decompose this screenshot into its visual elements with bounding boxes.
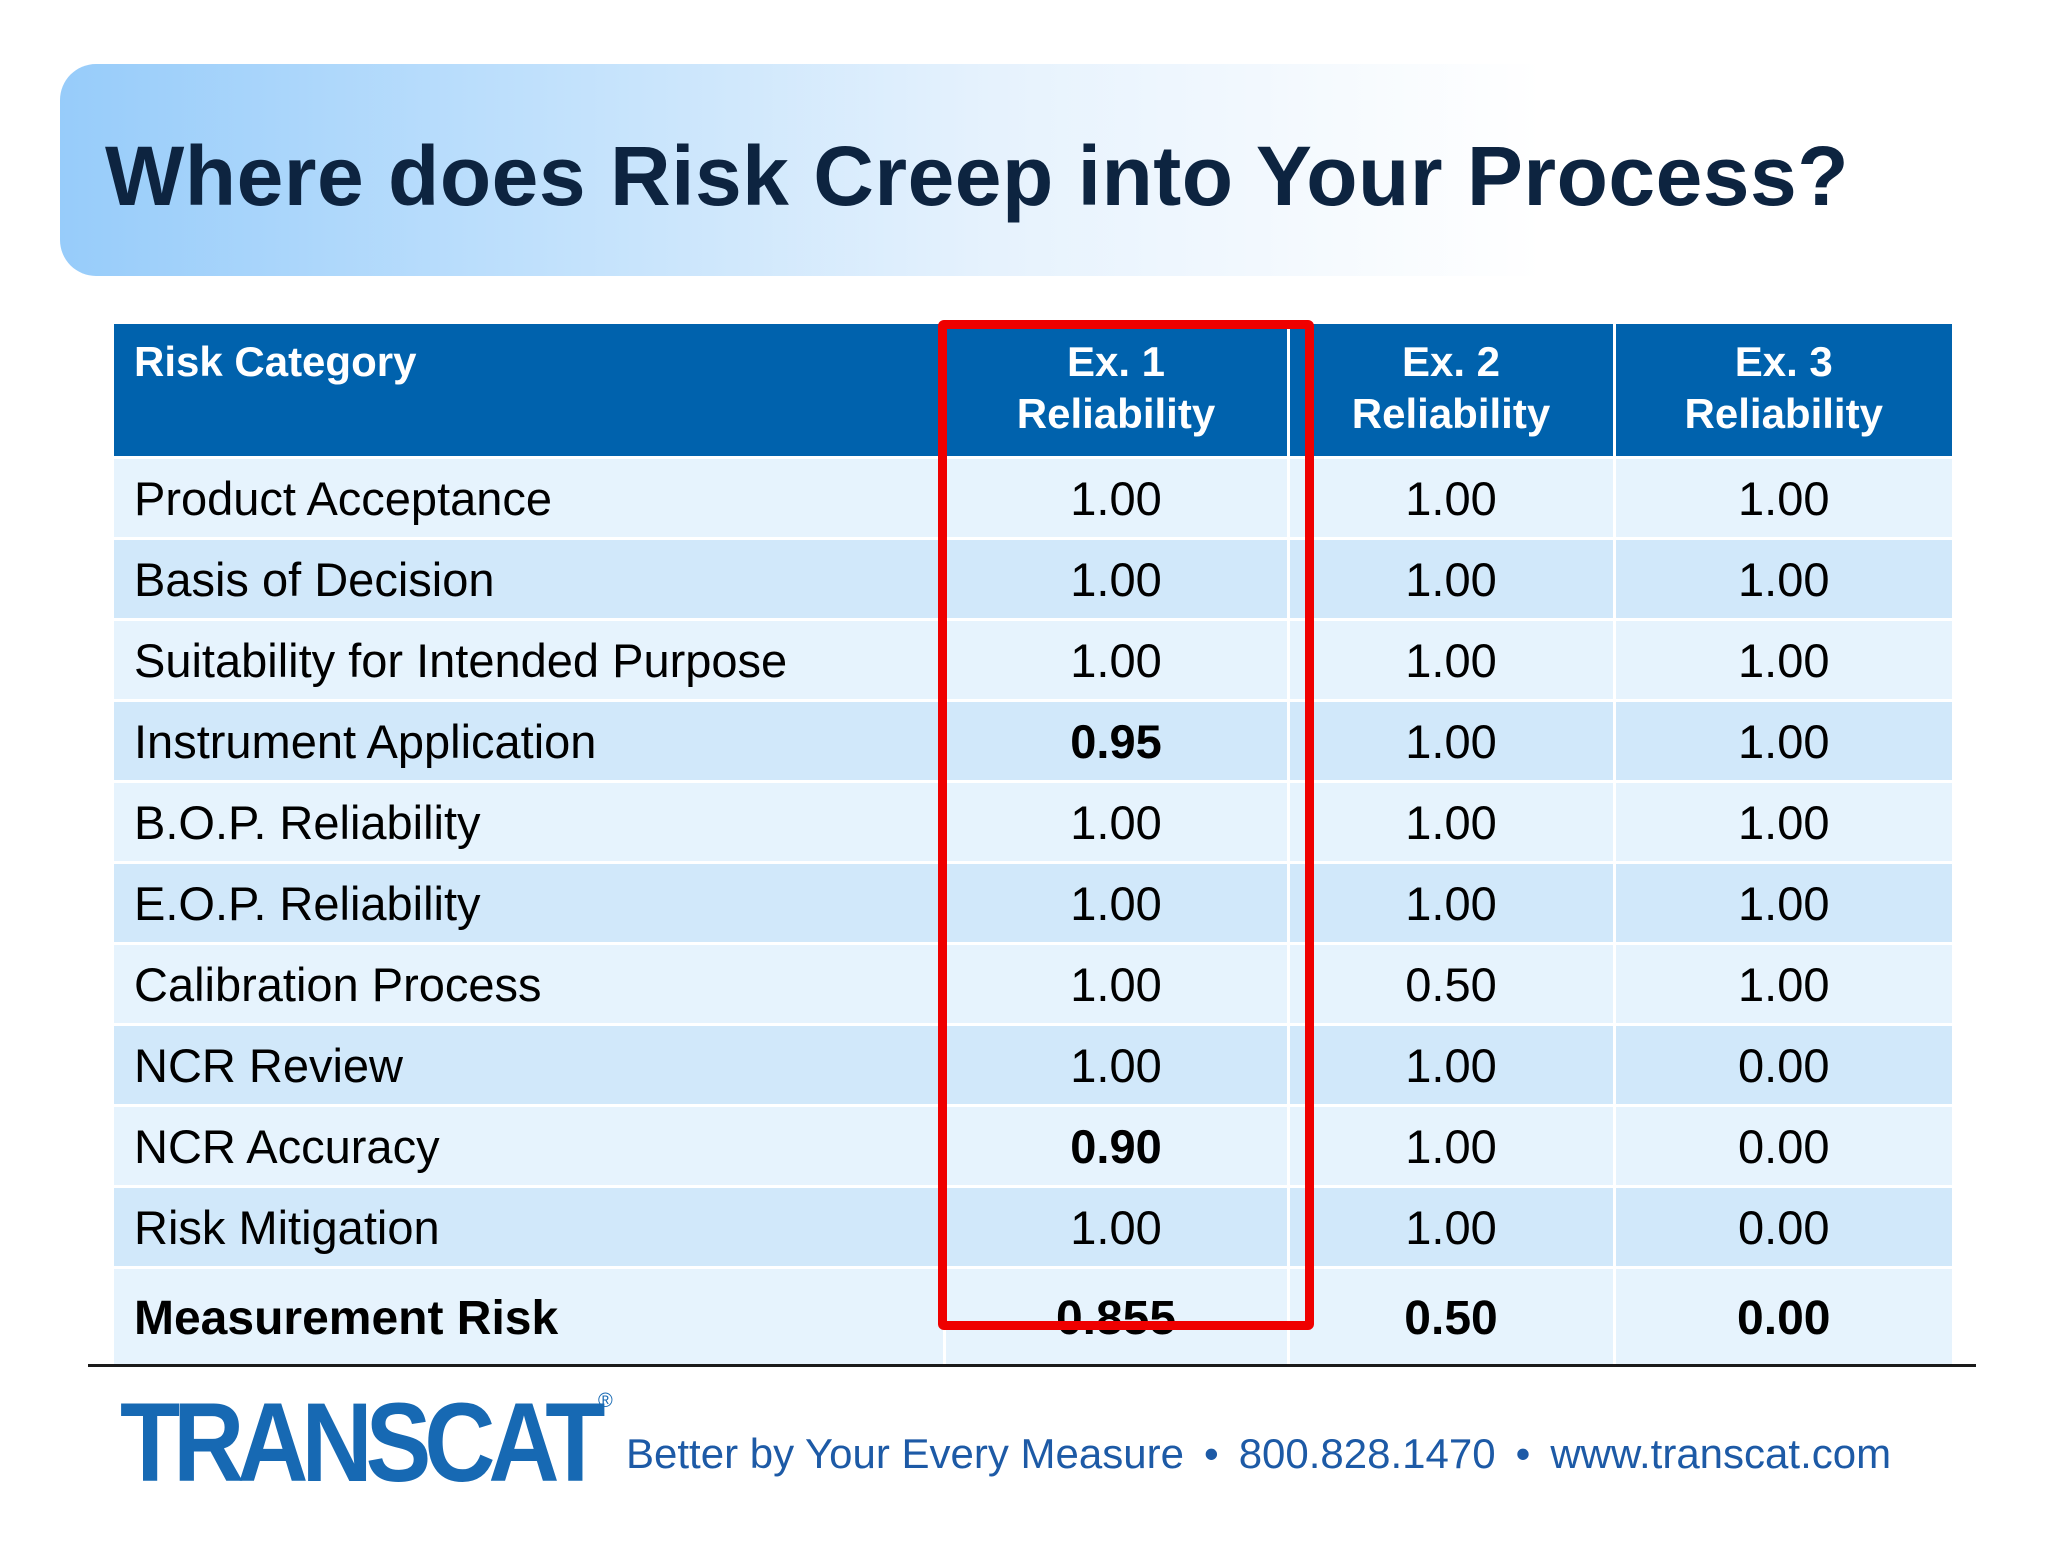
row-category: NCR Review: [114, 1023, 946, 1106]
row-category: NCR Accuracy: [114, 1104, 946, 1187]
ex2-value: 1.00: [1288, 1185, 1616, 1268]
risk-table: Risk Category Ex. 1 Reliability Ex. 2 Reli…: [114, 324, 1952, 1367]
row-category: Basis of Decision: [114, 537, 946, 620]
table-row: NCR Accuracy 0.90 1.00 0.00: [114, 1104, 1952, 1187]
header-risk-category: Risk Category: [114, 324, 946, 458]
ex1-value: 1.00: [944, 537, 1290, 620]
ex1-value: 0.90: [944, 1104, 1290, 1187]
header-ex1: Ex. 1 Reliability: [944, 324, 1290, 458]
header-ex2: Ex. 2 Reliability: [1288, 324, 1616, 458]
total-ex2-value: 0.50: [1288, 1266, 1616, 1367]
table-row: Suitability for Intended Purpose 1.00 1.…: [114, 618, 1952, 701]
ex1-value: 1.00: [944, 780, 1290, 863]
ex2-value: 1.00: [1288, 537, 1616, 620]
row-category: B.O.P. Reliability: [114, 780, 946, 863]
total-label: Measurement Risk: [114, 1266, 946, 1367]
ex3-value: 1.00: [1614, 699, 1952, 782]
table-row: Instrument Application 0.95 1.00 1.00: [114, 699, 1952, 782]
footer-divider: [88, 1364, 1976, 1367]
website-link[interactable]: www.transcat.com: [1550, 1430, 1892, 1477]
ex3-value: 1.00: [1614, 537, 1952, 620]
ex2-value: 0.50: [1288, 942, 1616, 1025]
total-row: Measurement Risk 0.855 0.50 0.00: [114, 1266, 1952, 1367]
header-ex3: Ex. 3 Reliability: [1614, 324, 1952, 458]
table-row: Basis of Decision 1.00 1.00 1.00: [114, 537, 1952, 620]
phone-number: 800.828.1470: [1238, 1430, 1496, 1477]
ex3-value: 1.00: [1614, 861, 1952, 944]
table-row: B.O.P. Reliability 1.00 1.00 1.00: [114, 780, 1952, 863]
row-category: Suitability for Intended Purpose: [114, 618, 946, 701]
total-ex3-value: 0.00: [1614, 1266, 1952, 1367]
ex3-value: 1.00: [1614, 618, 1952, 701]
table-header-row: Risk Category Ex. 1 Reliability Ex. 2 Reli…: [114, 324, 1952, 458]
title-banner: [60, 64, 1620, 276]
registered-mark: ®: [598, 1390, 613, 1412]
separator-dot: •: [1203, 1430, 1219, 1477]
total-ex1-value: 0.855: [944, 1266, 1290, 1367]
row-category: Risk Mitigation: [114, 1185, 946, 1268]
separator-dot: •: [1515, 1430, 1531, 1477]
ex2-value: 1.00: [1288, 861, 1616, 944]
page-title: Where does Risk Creep into Your Process?: [105, 129, 1850, 223]
ex2-value: 1.00: [1288, 1023, 1616, 1106]
table-row: Risk Mitigation 1.00 1.00 0.00: [114, 1185, 1952, 1268]
ex2-value: 1.00: [1288, 699, 1616, 782]
table-row: NCR Review 1.00 1.00 0.00: [114, 1023, 1952, 1106]
row-category: Calibration Process: [114, 942, 946, 1025]
ex2-value: 1.00: [1288, 456, 1616, 539]
transcat-logo: TRANSCAT: [120, 1380, 605, 1505]
ex1-value: 1.00: [944, 1023, 1290, 1106]
row-category: Product Acceptance: [114, 456, 946, 539]
ex3-value: 1.00: [1614, 456, 1952, 539]
ex1-value: 1.00: [944, 1185, 1290, 1268]
ex1-value: 1.00: [944, 942, 1290, 1025]
ex3-value: 0.00: [1614, 1104, 1952, 1187]
ex1-value: 0.95: [944, 699, 1290, 782]
ex2-value: 1.00: [1288, 618, 1616, 701]
ex3-value: 0.00: [1614, 1023, 1952, 1106]
ex1-value: 1.00: [944, 861, 1290, 944]
ex3-value: 1.00: [1614, 942, 1952, 1025]
ex1-value: 1.00: [944, 456, 1290, 539]
table-row: E.O.P. Reliability 1.00 1.00 1.00: [114, 861, 1952, 944]
ex2-value: 1.00: [1288, 1104, 1616, 1187]
footer-tagline: Better by Your Every Measure • 800.828.147…: [626, 1430, 1891, 1478]
ex3-value: 0.00: [1614, 1185, 1952, 1268]
row-category: E.O.P. Reliability: [114, 861, 946, 944]
table-row: Product Acceptance 1.00 1.00 1.00: [114, 456, 1952, 539]
ex1-value: 1.00: [944, 618, 1290, 701]
row-category: Instrument Application: [114, 699, 946, 782]
ex2-value: 1.00: [1288, 780, 1616, 863]
table-row: Calibration Process 1.00 0.50 1.00: [114, 942, 1952, 1025]
tagline-text: Better by Your Every Measure: [626, 1430, 1184, 1477]
ex3-value: 1.00: [1614, 780, 1952, 863]
